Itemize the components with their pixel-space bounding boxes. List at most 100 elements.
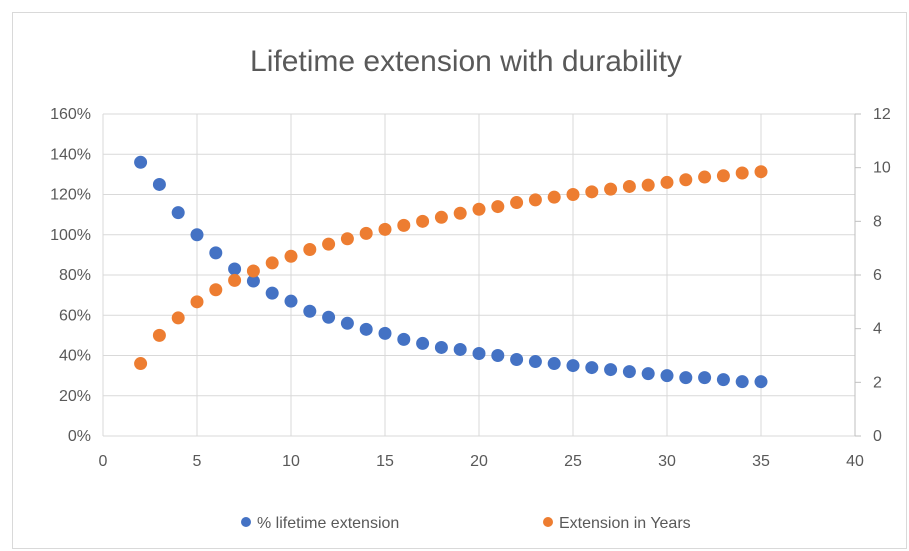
lifetime-extension-point xyxy=(754,375,768,389)
y-left-tick-label: 40% xyxy=(59,348,91,365)
legend: % lifetime extension Extension in Years xyxy=(241,515,691,532)
y-left-tick-label: 120% xyxy=(50,187,91,204)
lifetime-extension-point xyxy=(735,375,749,389)
extension-years-point xyxy=(171,311,185,325)
extension-years-point xyxy=(397,218,411,232)
y-right-tick-label: 2 xyxy=(873,374,882,391)
lifetime-extension-point xyxy=(359,322,373,336)
lifetime-extension-point xyxy=(566,359,580,373)
extension-years-point xyxy=(416,214,430,228)
extension-years-point xyxy=(735,166,749,180)
lifetime-extension-point xyxy=(528,355,542,369)
lifetime-extension-point xyxy=(510,353,524,367)
lifetime-extension-point xyxy=(698,371,712,385)
x-tick-label: 0 xyxy=(99,453,108,470)
y-right-tick-label: 4 xyxy=(873,321,882,338)
lifetime-extension-point xyxy=(228,262,242,276)
extension-years-point xyxy=(660,175,674,189)
lifetime-extension-point xyxy=(604,363,618,377)
lifetime-extension-point xyxy=(284,294,298,308)
extension-years-point xyxy=(622,179,636,193)
y-left-tick-label: 100% xyxy=(50,227,91,244)
y-left-tick-label: 160% xyxy=(50,106,91,123)
extension-years-point xyxy=(453,206,467,220)
legend-marker-lifetime xyxy=(241,517,251,527)
extension-years-point xyxy=(359,226,373,240)
extension-years-point xyxy=(754,165,768,179)
lifetime-extension-point xyxy=(265,286,279,300)
lifetime-extension-point xyxy=(660,369,674,383)
lifetime-extension-point xyxy=(434,340,448,354)
lifetime-extension-point xyxy=(246,274,260,288)
extension-years-point xyxy=(265,256,279,270)
y-left-tick-label: 80% xyxy=(59,267,91,284)
x-tick-label: 5 xyxy=(193,453,202,470)
lifetime-extension-point xyxy=(622,365,636,379)
lifetime-extension-point xyxy=(340,316,354,330)
lifetime-extension-point xyxy=(378,326,392,340)
extension-years-point xyxy=(585,185,599,199)
y-left-tick-label: 0% xyxy=(68,428,91,445)
lifetime-extension-point xyxy=(547,357,561,371)
extension-years-point xyxy=(434,210,448,224)
lifetime-extension-point xyxy=(322,310,336,324)
x-tick-label: 35 xyxy=(752,453,770,470)
extension-years-point xyxy=(152,328,166,342)
y-right-tick-label: 0 xyxy=(873,428,882,445)
lifetime-extension-point xyxy=(585,361,599,375)
y-right-tick-label: 12 xyxy=(873,106,891,123)
lifetime-extension-point xyxy=(397,332,411,346)
extension-years-point xyxy=(190,295,204,309)
chart-frame xyxy=(12,12,907,549)
lifetime-extension-point xyxy=(416,336,430,350)
x-tick-label: 25 xyxy=(564,453,582,470)
lifetime-extension-point xyxy=(303,304,317,318)
y-left-tick-label: 20% xyxy=(59,388,91,405)
extension-years-point xyxy=(641,178,655,192)
lifetime-extension-point xyxy=(472,346,486,360)
x-tick-label: 20 xyxy=(470,453,488,470)
extension-years-point xyxy=(322,237,336,251)
lifetime-extension-point xyxy=(641,367,655,381)
x-tick-label: 40 xyxy=(846,453,864,470)
extension-years-point xyxy=(510,196,524,210)
x-tick-label: 10 xyxy=(282,453,300,470)
extension-years-point xyxy=(246,264,260,278)
extension-years-point xyxy=(604,182,618,196)
extension-years-point xyxy=(228,273,242,287)
extension-years-point xyxy=(134,357,148,371)
extension-years-point xyxy=(340,232,354,246)
extension-years-point xyxy=(566,188,580,201)
extension-years-point xyxy=(284,249,298,263)
extension-years-point xyxy=(303,243,317,257)
extension-years-point xyxy=(491,200,505,214)
lifetime-extension-point xyxy=(190,228,204,242)
legend-label-lifetime: % lifetime extension xyxy=(257,515,399,532)
y-left-tick-label: 140% xyxy=(50,146,91,163)
lifetime-extension-point xyxy=(209,246,223,260)
y-right-tick-label: 8 xyxy=(873,213,882,230)
extension-years-point xyxy=(378,222,392,236)
legend-label-years: Extension in Years xyxy=(559,515,691,532)
lifetime-extension-point xyxy=(171,206,185,220)
extension-years-point xyxy=(716,169,730,183)
legend-marker-years xyxy=(543,517,553,527)
lifetime-extension-point xyxy=(453,342,467,356)
extension-years-point xyxy=(209,283,223,297)
x-tick-label: 30 xyxy=(658,453,676,470)
extension-years-point xyxy=(547,190,561,204)
y-right-tick-label: 6 xyxy=(873,267,882,284)
y-right-tick-label: 10 xyxy=(873,160,891,177)
extension-years-point xyxy=(679,173,693,187)
lifetime-extension-point xyxy=(152,177,166,191)
lifetime-extension-point xyxy=(679,371,693,385)
x-tick-label: 15 xyxy=(376,453,394,470)
y-left-tick-label: 60% xyxy=(59,307,91,324)
extension-years-point xyxy=(698,170,712,184)
chart-title: Lifetime extension with durability xyxy=(250,45,682,78)
lifetime-extension-point xyxy=(491,349,505,362)
extension-years-point xyxy=(472,202,486,216)
extension-years-point xyxy=(528,193,542,207)
lifetime-extension-point xyxy=(134,155,148,169)
